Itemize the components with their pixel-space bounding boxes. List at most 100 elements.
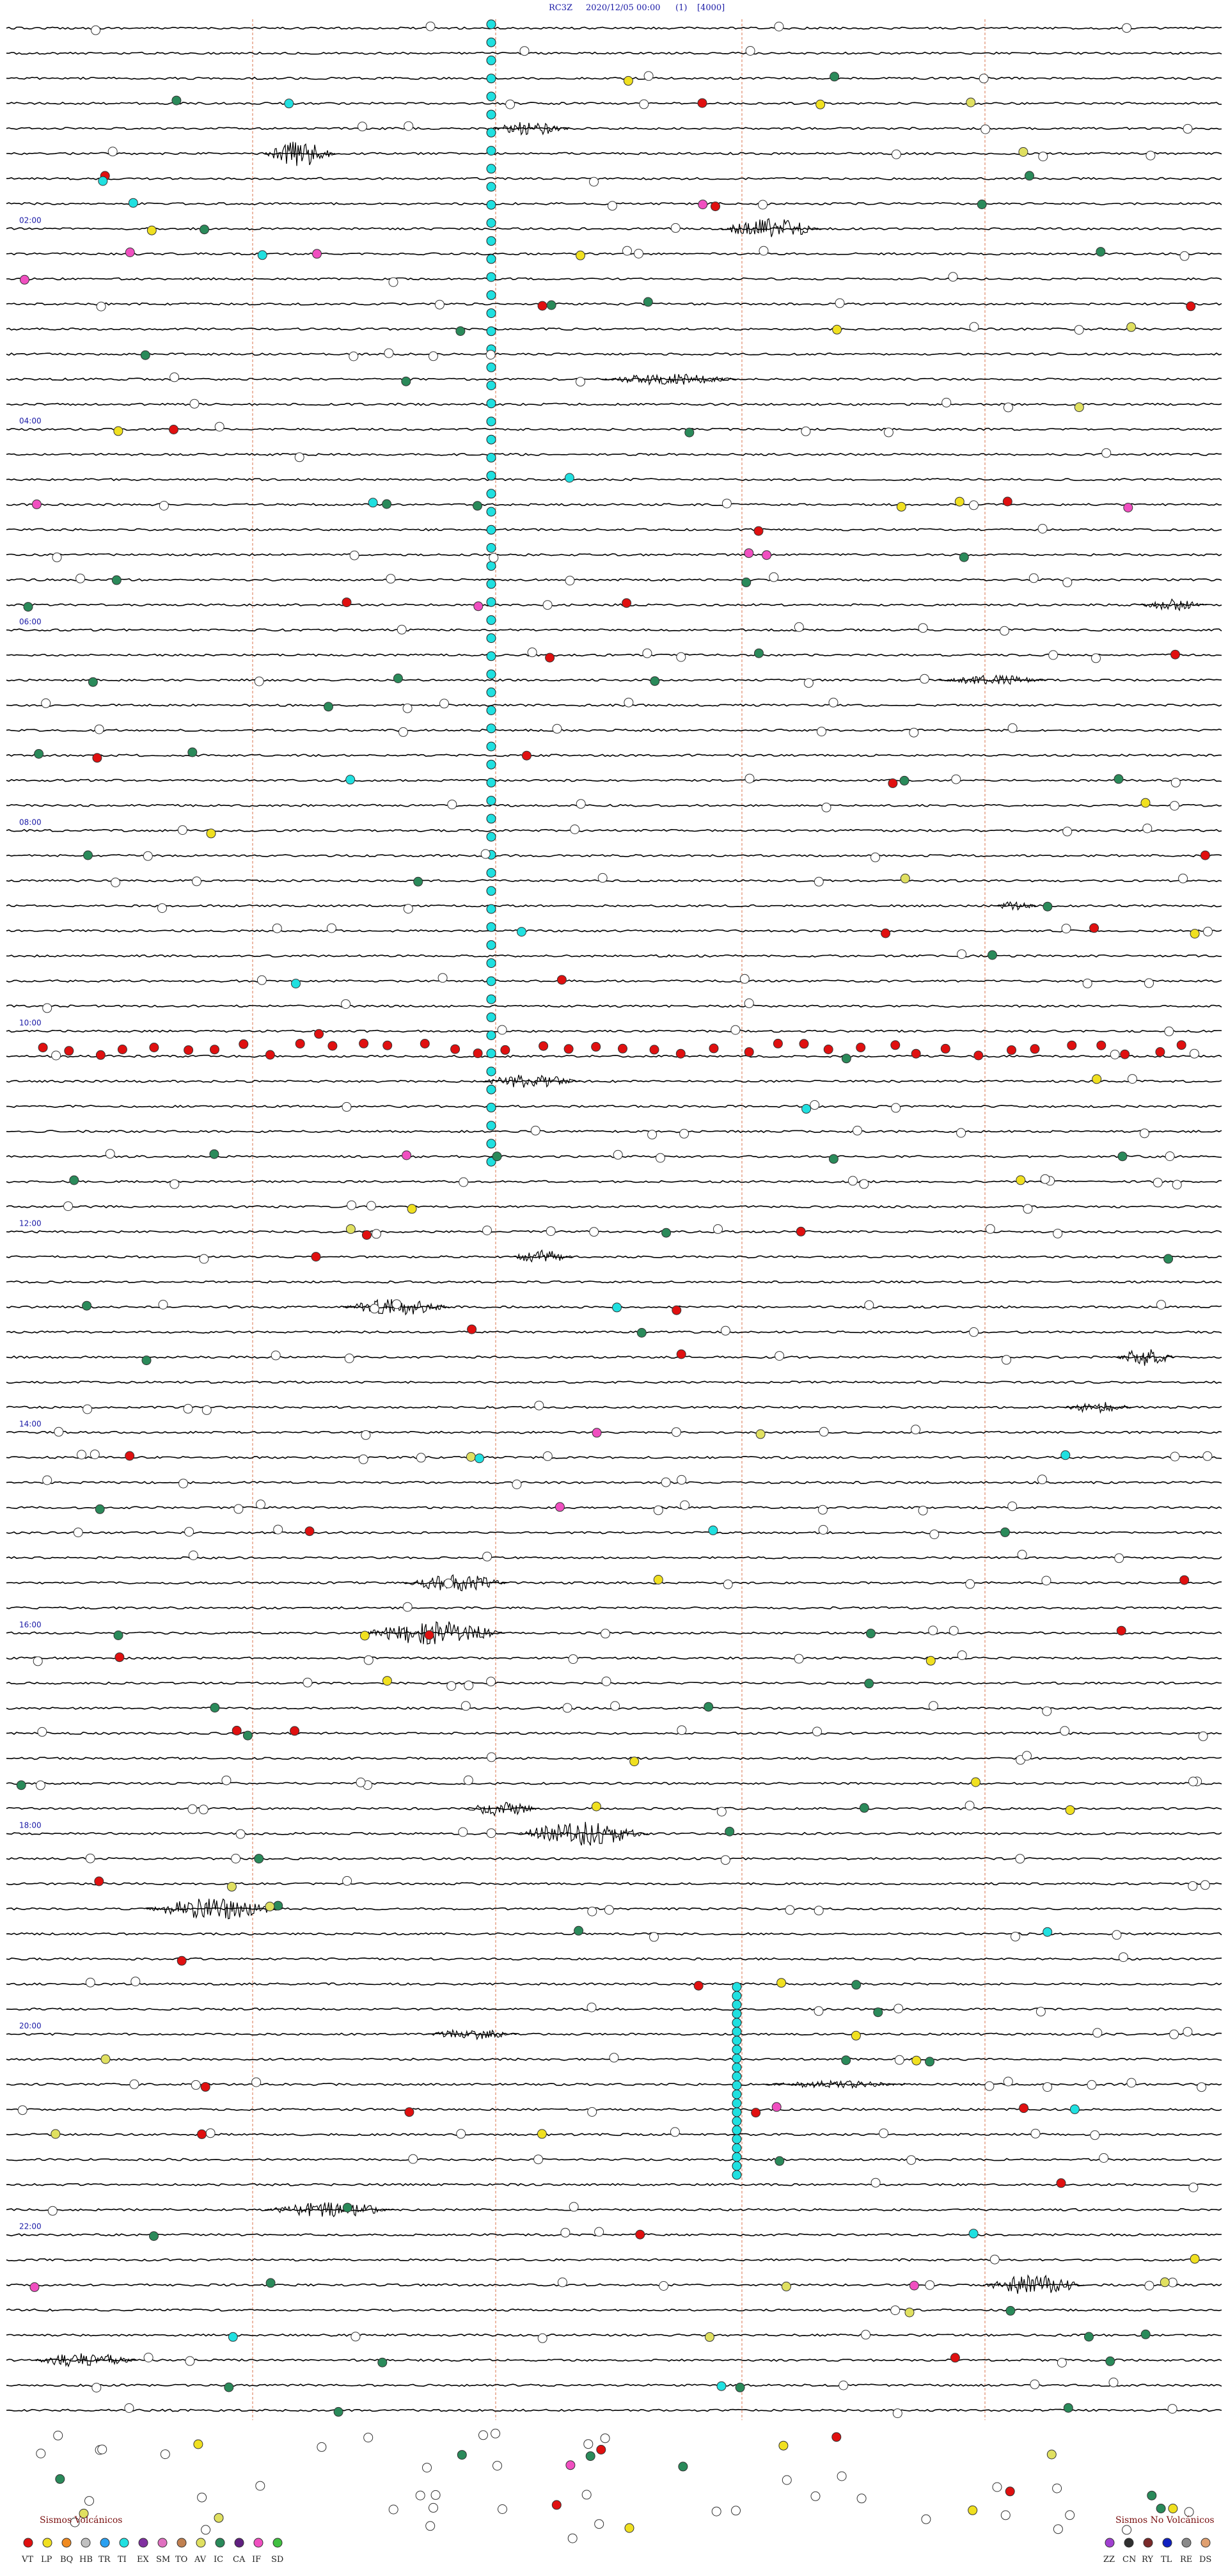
event-marker: [556, 975, 567, 985]
ti-marker: [486, 1031, 496, 1040]
event-marker: [205, 2128, 216, 2138]
event-marker: [1037, 1474, 1047, 1485]
event-marker: [591, 1801, 601, 1812]
event-marker: [447, 800, 457, 810]
event-marker: [1060, 1450, 1071, 1460]
event-marker: [1000, 626, 1009, 636]
event-marker: [1053, 1228, 1063, 1238]
event-marker: [537, 2333, 547, 2343]
event-marker: [75, 573, 86, 583]
event-marker: [1144, 978, 1154, 988]
trace-row: [6, 828, 1222, 832]
event-marker: [459, 1177, 469, 1187]
ti-marker: [486, 651, 496, 661]
ti-marker: [732, 2018, 742, 2028]
event-marker: [957, 1650, 967, 1661]
event-marker: [984, 2081, 995, 2091]
event-marker: [183, 1403, 193, 1414]
event-marker: [113, 426, 123, 436]
trace-row: [6, 2383, 1222, 2387]
ti-marker: [732, 2027, 742, 2037]
event-marker: [911, 2055, 922, 2066]
ti-marker: [486, 1139, 496, 1149]
event-marker: [600, 2433, 610, 2444]
hour-label: 22:00: [19, 2222, 42, 2231]
hour-label: 06:00: [19, 617, 42, 626]
event-marker: [463, 1775, 473, 1785]
vt-marker: [38, 1043, 48, 1053]
event-marker: [587, 2107, 597, 2117]
event-marker: [1128, 1074, 1137, 1084]
event-marker: [1003, 402, 1013, 413]
event-marker: [592, 1428, 602, 1438]
event-marker: [342, 1102, 352, 1112]
event-marker: [775, 2156, 785, 2166]
trace-row: [6, 603, 1222, 607]
ti-marker: [486, 471, 496, 481]
event-marker: [1147, 2490, 1157, 2501]
event-marker: [1016, 1175, 1026, 1185]
event-marker: [197, 2492, 207, 2502]
event-marker: [458, 1827, 468, 1837]
vt-marker: [1030, 1044, 1040, 1054]
event-marker: [969, 500, 979, 510]
trace-row: [6, 1882, 1222, 1886]
event-marker: [415, 2490, 425, 2501]
event-waveform: [480, 1075, 580, 1088]
event-marker: [676, 652, 686, 662]
event-marker: [105, 1149, 115, 1159]
trace-row: [6, 628, 1222, 632]
event-marker: [817, 1505, 828, 1515]
event-marker: [200, 225, 209, 235]
ti-marker: [486, 218, 496, 228]
event-marker: [906, 2155, 917, 2165]
event-marker: [169, 1179, 180, 1189]
event-marker: [359, 1631, 370, 1641]
event-marker: [434, 299, 445, 310]
event-marker: [966, 97, 976, 107]
ti-marker: [486, 1048, 496, 1059]
event-waveform: [1063, 1402, 1131, 1414]
event-marker: [680, 1500, 690, 1510]
event-marker: [565, 2460, 576, 2470]
event-marker: [739, 974, 750, 984]
event-marker: [1041, 1576, 1051, 1586]
legend-swatch-ic: [215, 2538, 225, 2548]
event-marker: [486, 1677, 496, 1687]
event-marker: [684, 427, 695, 438]
event-marker: [708, 1525, 718, 1535]
event-marker: [1003, 2076, 1013, 2087]
event-marker: [810, 2491, 821, 2501]
event-marker: [576, 377, 585, 387]
event-marker: [192, 876, 201, 887]
event-marker: [1167, 2404, 1177, 2414]
event-marker: [1074, 325, 1084, 335]
event-marker: [73, 1528, 83, 1538]
hour-label: 18:00: [19, 1821, 42, 1829]
event-marker: [604, 1905, 614, 1915]
event-marker: [210, 1703, 220, 1713]
trace-row: [6, 1230, 1222, 1234]
ti-marker: [486, 525, 496, 535]
trace-row: [6, 1581, 1222, 1584]
event-marker: [803, 678, 814, 688]
event-marker: [265, 1901, 275, 1911]
event-marker: [794, 622, 804, 632]
trace-row: [6, 653, 1222, 657]
event-marker: [437, 973, 448, 983]
trace-row: [6, 402, 1222, 406]
event-marker: [896, 502, 906, 512]
ti-marker: [732, 2170, 742, 2180]
trace-row: [6, 1531, 1222, 1535]
event-marker: [918, 623, 928, 633]
ti-marker: [486, 236, 496, 246]
event-marker: [693, 1980, 704, 1991]
event-marker: [969, 322, 979, 332]
event-marker: [721, 498, 732, 509]
event-marker: [256, 1499, 265, 1510]
hour-label: 10:00: [19, 1018, 42, 1027]
event-marker: [948, 272, 958, 282]
vt-marker: [890, 1040, 901, 1050]
event-marker: [818, 1525, 828, 1535]
legend-swatch-ti: [119, 2538, 129, 2548]
